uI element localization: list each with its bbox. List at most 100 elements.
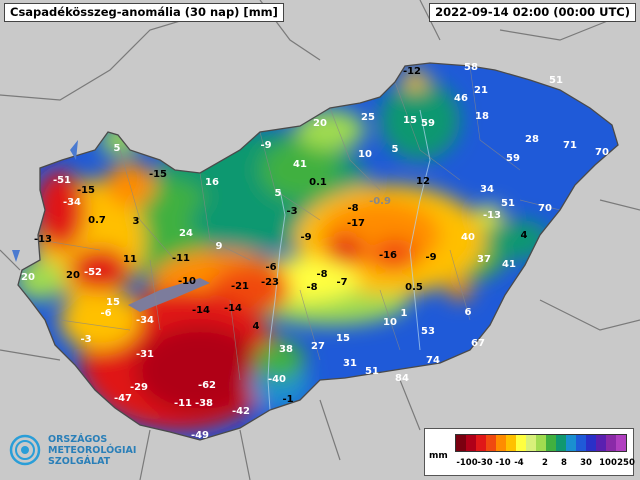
legend-swatch bbox=[546, 435, 556, 451]
map-value-label: 38 bbox=[279, 344, 293, 355]
legend-swatch bbox=[496, 435, 506, 451]
map-value-label: 12 bbox=[416, 176, 430, 187]
map-value-label: 15 bbox=[336, 333, 350, 344]
logo-line-3: SZOLGÁLAT bbox=[48, 456, 111, 467]
map-value-label: -14 bbox=[224, 303, 242, 314]
map-value-label: 0.7 bbox=[88, 215, 106, 226]
map-value-label: 18 bbox=[475, 111, 489, 122]
map-value-label: 10 bbox=[358, 149, 372, 160]
map-value-label: -51 bbox=[53, 175, 71, 186]
map-value-label: 71 bbox=[563, 140, 577, 151]
map-value-label: -3 bbox=[80, 334, 91, 345]
omsz-logo-icon bbox=[9, 434, 41, 466]
map-value-label: 41 bbox=[502, 259, 516, 270]
legend-swatch bbox=[536, 435, 546, 451]
legend-ticks: -100 -30 -10 -4 2 8 30 100 250 bbox=[447, 458, 635, 470]
map-value-label: -15 bbox=[77, 185, 95, 196]
legend-swatch bbox=[456, 435, 466, 451]
map-value-label: 3 bbox=[133, 216, 140, 227]
map-value-label: -6 bbox=[100, 308, 111, 319]
map-value-label: 16 bbox=[205, 177, 219, 188]
legend-swatch bbox=[616, 435, 626, 451]
map-value-label: -8 bbox=[316, 269, 327, 280]
logo-line-1: ORSZÁGOS bbox=[48, 434, 108, 445]
map-value-label: -9 bbox=[425, 252, 436, 263]
legend-tick: -10 bbox=[495, 458, 511, 468]
map-value-label: 53 bbox=[421, 326, 435, 337]
legend-swatch bbox=[526, 435, 536, 451]
map-value-label: 15 bbox=[403, 115, 417, 126]
map-value-label: -8 bbox=[306, 282, 317, 293]
map-value-label: 11 bbox=[123, 254, 137, 265]
map-value-label: -42 bbox=[232, 406, 250, 417]
legend-tick: 30 bbox=[580, 458, 592, 468]
legend-swatch bbox=[466, 435, 476, 451]
legend-swatch bbox=[596, 435, 606, 451]
map-value-label: 27 bbox=[311, 341, 325, 352]
legend-tick: 8 bbox=[561, 458, 567, 468]
legend-tick: 2 bbox=[542, 458, 548, 468]
map-value-label: 37 bbox=[477, 254, 491, 265]
map-value-label: 70 bbox=[538, 203, 552, 214]
map-value-label: 6 bbox=[465, 307, 472, 318]
map-value-label: -62 bbox=[198, 380, 216, 391]
map-value-label: 67 bbox=[471, 338, 485, 349]
map-value-label: 20 bbox=[313, 118, 327, 129]
map-value-label: 5 bbox=[114, 143, 121, 154]
map-value-label: -15 bbox=[149, 169, 167, 180]
legend-color-bar bbox=[455, 434, 627, 452]
map-value-label: 15 bbox=[106, 297, 120, 308]
map-value-label: 21 bbox=[474, 85, 488, 96]
map-value-label: -52 bbox=[84, 267, 102, 278]
legend-unit: mm bbox=[429, 451, 448, 461]
map-value-label: -6 bbox=[265, 262, 276, 273]
map-timestamp: 2022-09-14 02:00 (00:00 UTC) bbox=[429, 3, 636, 22]
map-value-label: 0.1 bbox=[309, 177, 327, 188]
map-value-label: 25 bbox=[361, 112, 375, 123]
map-value-label: -1 bbox=[282, 394, 293, 405]
map-value-label: 59 bbox=[421, 118, 435, 129]
map-value-label: 10 bbox=[383, 317, 397, 328]
map-value-label: -40 bbox=[268, 374, 286, 385]
map-value-label: 59 bbox=[506, 153, 520, 164]
map-value-label: -3 bbox=[286, 206, 297, 217]
map-value-label: -8 bbox=[347, 203, 358, 214]
map-value-label: 9 bbox=[216, 241, 223, 252]
map-value-label: 74 bbox=[426, 355, 440, 366]
map-value-label: -11 bbox=[174, 398, 192, 409]
legend-swatch bbox=[566, 435, 576, 451]
map-value-label: 70 bbox=[595, 147, 609, 158]
map-value-label: -9 bbox=[260, 140, 271, 151]
map-value-label: -29 bbox=[130, 382, 148, 393]
legend-swatch bbox=[486, 435, 496, 451]
logo-line-2: METEOROLÓGIAI bbox=[48, 445, 137, 456]
legend-swatch bbox=[556, 435, 566, 451]
map-value-label: 51 bbox=[549, 75, 563, 86]
map-value-label: -21 bbox=[231, 281, 249, 292]
legend-tick: 100 bbox=[599, 458, 617, 468]
map-value-label: 46 bbox=[454, 93, 468, 104]
map-value-label: 28 bbox=[525, 134, 539, 145]
map-value-label: -13 bbox=[483, 210, 501, 221]
map-value-label: 20 bbox=[66, 270, 80, 281]
map-value-label: 51 bbox=[501, 198, 515, 209]
map-value-label: 31 bbox=[343, 358, 357, 369]
map-value-label: -38 bbox=[195, 398, 213, 409]
legend-tick: -4 bbox=[514, 458, 524, 468]
omsz-logo: ORSZÁGOS METEOROLÓGIAI SZOLGÁLAT bbox=[8, 428, 148, 474]
map-value-label: -11 bbox=[172, 253, 190, 264]
map-value-label: -7 bbox=[336, 277, 347, 288]
legend: mm -100 -30 -10 -4 2 8 30 100 250 bbox=[424, 428, 635, 476]
legend-swatch bbox=[576, 435, 586, 451]
map-value-label: -17 bbox=[347, 218, 365, 229]
map-value-label: 20 bbox=[21, 272, 35, 283]
map-value-label: -14 bbox=[192, 305, 210, 316]
map-value-label: -31 bbox=[136, 349, 154, 360]
map-value-label: 51 bbox=[365, 366, 379, 377]
map-value-label: 40 bbox=[461, 232, 475, 243]
legend-tick: 250 bbox=[617, 458, 635, 468]
map-value-label: 41 bbox=[293, 159, 307, 170]
map-value-label: -34 bbox=[136, 315, 154, 326]
